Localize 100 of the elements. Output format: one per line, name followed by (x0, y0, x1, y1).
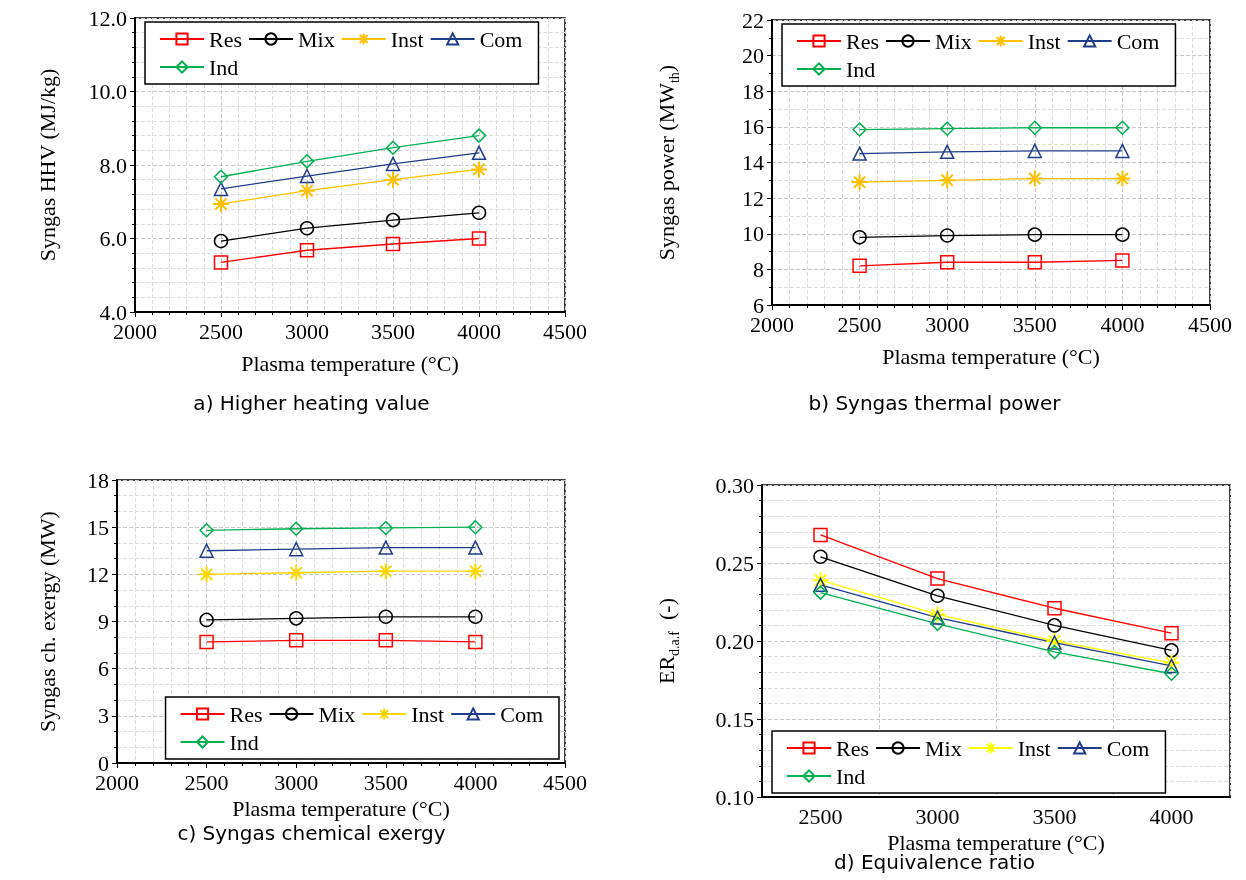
y-tick-label: 4.0 (99, 299, 127, 325)
y-tick-label: 0.25 (715, 550, 754, 576)
y-tick-label: 6 (98, 656, 109, 682)
y-tick-label: 0.15 (715, 706, 754, 732)
y-tick-label: 18 (742, 78, 764, 104)
x-tick-label: 2500 (798, 803, 843, 829)
legend-label: Ind (209, 54, 239, 80)
point (199, 543, 214, 558)
point (1027, 143, 1043, 159)
legend-label: Ind (229, 729, 259, 755)
point (471, 205, 487, 221)
point (1027, 255, 1043, 270)
x-tick-label: 4000 (457, 318, 501, 344)
point (468, 519, 483, 535)
y-tick-label: 18 (87, 467, 109, 493)
point (1113, 169, 1132, 188)
y-axis-title: Syngas ch. exergy (MW) (34, 511, 60, 732)
y-tick-label: 16 (742, 114, 764, 140)
legend-label: Inst (1017, 735, 1051, 761)
y-tick-label: 6 (753, 292, 764, 318)
legend-label: Mix (935, 28, 972, 54)
y-axis-title: ERd.a.f (-) (653, 598, 682, 684)
y-tick-label: 0.10 (715, 784, 754, 810)
y-tick-label: 10 (742, 221, 764, 247)
point (288, 633, 304, 648)
legend-label: Res (836, 735, 869, 761)
x-axis-title: Plasma temperature (°C) (882, 343, 1100, 369)
point (1047, 600, 1062, 616)
point (1047, 618, 1062, 633)
point (813, 577, 828, 593)
y-tick-label: 3 (98, 703, 109, 729)
point (852, 230, 867, 245)
point (197, 565, 216, 584)
point (939, 144, 955, 160)
point (288, 541, 304, 557)
legend-label: Com (1116, 28, 1160, 54)
x-tick-label: 4000 (453, 769, 498, 795)
point (199, 523, 214, 538)
x-tick-label: 3000 (915, 803, 960, 829)
y-tick-label: 10.0 (88, 79, 127, 104)
x-tick-label: 3500 (1012, 311, 1057, 337)
point (199, 634, 214, 650)
point (213, 233, 229, 249)
point (852, 258, 867, 274)
point (1115, 227, 1130, 242)
legend-label: Mix (298, 26, 335, 52)
point (1025, 169, 1044, 188)
point (1115, 143, 1130, 159)
text: a) Higher heating value (193, 391, 430, 415)
point (213, 169, 229, 185)
point (199, 612, 214, 628)
point (385, 236, 401, 252)
point (850, 173, 869, 192)
point (852, 122, 867, 137)
y-tick-label: 8.0 (99, 152, 127, 178)
point (938, 171, 957, 190)
x-tick-label: 2500 (184, 769, 229, 795)
point (468, 609, 483, 625)
point (928, 605, 947, 624)
text: c) Syngas chemical exergy (177, 821, 446, 845)
y-tick-label: 20 (742, 43, 764, 69)
point (1164, 658, 1179, 674)
y-tick-label: 0.20 (715, 628, 754, 654)
point (466, 562, 485, 581)
x-tick-label: 3000 (925, 311, 970, 337)
point (288, 611, 304, 626)
point (378, 609, 394, 625)
point (930, 610, 945, 625)
point (1047, 644, 1062, 660)
legend-label: Mix (925, 735, 962, 761)
x-tick-label: 4500 (543, 769, 587, 795)
point (468, 634, 483, 650)
point (298, 181, 316, 200)
y-tick-label: 12.0 (88, 5, 127, 31)
legend-label: Inst (390, 26, 424, 52)
point (811, 571, 830, 590)
point (468, 540, 483, 555)
text: b) Syngas thermal power (808, 391, 1062, 415)
y-tick-label: 14 (742, 150, 764, 175)
y-tick-label: 15 (87, 514, 109, 540)
y-tick-label: 0 (98, 750, 109, 776)
point (1027, 227, 1043, 242)
x-tick-label: 3500 (363, 769, 408, 795)
point (852, 146, 867, 161)
legend-label: Inst (411, 701, 445, 727)
point (1115, 253, 1130, 268)
y-tick-label: 12 (742, 185, 764, 211)
point (939, 255, 955, 270)
point (1162, 653, 1181, 672)
x-tick-label: 2500 (199, 318, 243, 344)
x-axis-title: Plasma temperature (°C) (232, 796, 450, 822)
point (299, 243, 315, 258)
point (813, 527, 828, 543)
y-tick-label: 8 (753, 256, 764, 282)
y-axis-title: Syngas HHV (MJ/kg) (34, 68, 60, 262)
x-tick-label: 4000 (1100, 311, 1145, 337)
y-tick-label: 6.0 (99, 226, 127, 251)
point (1027, 120, 1043, 136)
point (1164, 625, 1179, 641)
x-tick-label: 4500 (543, 318, 587, 344)
